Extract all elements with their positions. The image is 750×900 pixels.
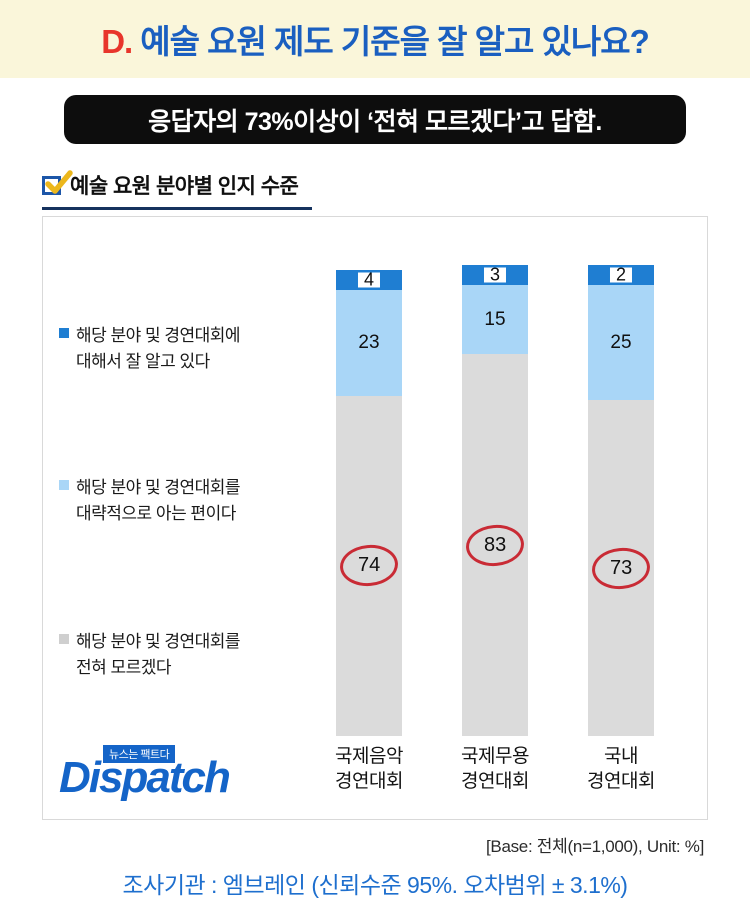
chart-title: 예술 요원 분야별 인지 수준: [70, 175, 299, 198]
legend-item-dont-know: 해당 분야 및 경연대회를 전혀 모르겠다: [59, 629, 241, 680]
bar-segment: 2: [588, 265, 654, 286]
bar-value-label: 4: [357, 270, 381, 288]
bar-segment: 23: [336, 289, 402, 396]
highlight-circle: 73: [590, 545, 652, 592]
chart-title-underline: 예술 요원 분야별 인지 수준: [42, 169, 313, 210]
legend-item-know-well: 해당 분야 및 경연대회에 대해서 잘 알고 있다: [59, 323, 241, 374]
bar-segment: 74: [336, 395, 402, 736]
legend-label: 해당 분야 및 경연대회에 대해서 잘 알고 있다: [76, 326, 241, 371]
dispatch-logo: 뉴스는 팩트다 Dispatch: [59, 745, 269, 803]
bar-group: 3 15 83 국제무용 경연대회: [432, 217, 558, 794]
stacked-bar: 4 23 74: [336, 269, 402, 736]
key-finding-banner: 응답자의 73%이상이 ‘전혀 모르겠다’고 답함.: [64, 95, 686, 144]
title-text: 예술 요원 제도 기준을 잘 알고 있나요?: [140, 23, 650, 60]
bars-row: 4 23 74 국제음악 경연대회 3 15 83 국제무용 경연대회 2 25 73 국내 경연대회: [306, 217, 684, 794]
check-mark-icon: [45, 169, 73, 194]
x-axis-label: 국내 경연대회: [587, 746, 655, 792]
base-note: [Base: 전체(n=1,000), Unit: %]: [485, 837, 704, 856]
bar-value-label: 83: [483, 533, 507, 556]
bar-segment: 3: [462, 265, 528, 286]
legend-label: 해당 분야 및 경연대회를 전혀 모르겠다: [76, 632, 241, 677]
highlight-circle: 83: [464, 522, 526, 569]
bar-segment: 25: [588, 285, 654, 401]
legend-item-know-roughly: 해당 분야 및 경연대회를 대략적으로 아는 편이다: [59, 475, 241, 526]
chart-title-row: 예술 요원 분야별 인지 수준: [42, 169, 708, 210]
bar-value-label: 3: [483, 266, 507, 284]
legend-swatch-light-blue: [59, 480, 69, 490]
legend-label: 해당 분야 및 경연대회를 대략적으로 아는 편이다: [76, 478, 241, 523]
title-prefix: D.: [101, 23, 133, 60]
bar-segment: 83: [462, 354, 528, 736]
bar-value-label: 73: [609, 556, 633, 579]
checkbox-icon: [42, 169, 73, 195]
chart-area: 해당 분야 및 경연대회에 대해서 잘 알고 있다 해당 분야 및 경연대회를 …: [42, 216, 708, 820]
title-banner: D. 예술 요원 제도 기준을 잘 알고 있나요?: [0, 0, 750, 78]
legend-swatch-gray: [59, 634, 69, 644]
dispatch-tagline: 뉴스는 팩트다: [103, 745, 176, 763]
bar-value-label: 23: [358, 331, 380, 353]
bar-value-label: 74: [357, 554, 381, 577]
highlight-circle: 74: [338, 542, 400, 589]
stacked-bar: 2 25 73: [588, 265, 654, 736]
stacked-bar: 3 15 83: [462, 265, 528, 736]
x-axis-label: 국제무용 경연대회: [461, 746, 529, 792]
bar-group: 4 23 74 국제음악 경연대회: [306, 217, 432, 794]
bar-segment: 4: [336, 269, 402, 290]
bar-segment: 73: [588, 400, 654, 736]
legend-swatch-dark-blue: [59, 328, 69, 338]
page-title: D. 예술 요원 제도 기준을 잘 알고 있나요?: [101, 15, 650, 63]
bar-value-label: 25: [610, 331, 632, 353]
source-note: 조사기관 : 엠브레인 (신뢰수준 95%. 오차범위 ± 3.1%): [122, 872, 628, 898]
bar-value-label: 15: [484, 308, 506, 330]
x-axis-label: 국제음악 경연대회: [335, 746, 403, 792]
bar-segment: 15: [462, 285, 528, 355]
bar-group: 2 25 73 국내 경연대회: [558, 217, 684, 794]
key-finding-text: 응답자의 73%이상이 ‘전혀 모르겠다’고 답함.: [148, 107, 602, 136]
bar-value-label: 2: [609, 266, 633, 284]
